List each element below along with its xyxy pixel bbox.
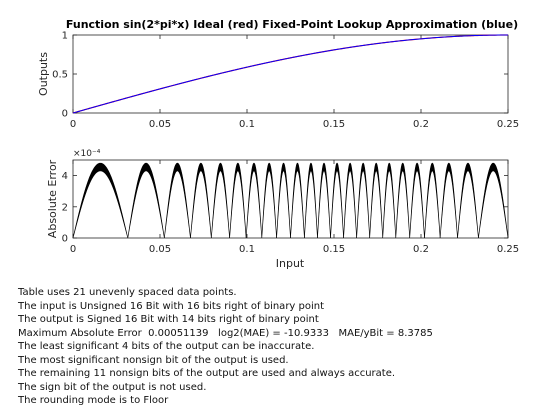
bottom-series-group: [72, 162, 509, 239]
bottom-y-tick-label: 2: [62, 202, 68, 213]
bottom-x-tick-label: 0.1: [239, 244, 255, 255]
top-chart-title: Function sin(2*pi*x) Ideal (red) Fixed-P…: [66, 18, 518, 31]
report-text: Table uses 21 unevenly spaced data point…: [18, 286, 433, 408]
top-series-group: [72, 34, 508, 114]
top-x-tick-label: 0.1: [239, 119, 255, 130]
top-x-tick-label: 0.05: [149, 119, 171, 130]
report-line: The output is Signed 16 Bit with 14 bits…: [18, 314, 319, 325]
report-line: The sign bit of the output is not used.: [18, 381, 207, 393]
report-line: Maximum Absolute Error 0.00051139 log2(M…: [18, 327, 433, 339]
report-line: Table uses 21 unevenly spaced data point…: [18, 287, 237, 298]
top-x-tick-label: 0.25: [497, 119, 519, 130]
report-line: The input is Unsigned 16 Bit with 16 bit…: [18, 300, 325, 312]
bottom-axes: ×10⁻⁴ 0 0.05 0.1 0.15 0.2 0.25 0 2 4 Absolute Er…: [46, 149, 519, 270]
bottom-x-tick-label: 0.05: [149, 244, 171, 255]
bottom-y-tick-label: 0: [62, 234, 68, 245]
top-x-tick-label: 0: [70, 119, 76, 130]
top-y-tick-label: 0: [62, 109, 68, 120]
top-plot-area: [72, 34, 509, 114]
bottom-x-tick-label: 0: [70, 244, 76, 255]
report-line: The remaining 11 nonsign bits of the out…: [18, 368, 396, 379]
figure: Function sin(2*pi*x) Ideal (red) Fixed-P…: [37, 18, 519, 270]
top-x-tick-label: 0.2: [413, 119, 429, 130]
report-line: The rounding mode is to Floor: [18, 395, 169, 406]
bottom-x-axis-label: Input: [276, 257, 305, 270]
approximation-series-line: [72, 34, 508, 114]
top-y-tick-label: 1: [62, 31, 68, 42]
top-y-axis-label: Outputs: [37, 52, 50, 96]
bottom-tick-group: 0 0.05 0.1 0.15 0.2 0.25 0 2 4: [62, 160, 519, 255]
report-line: The least significant 4 bits of the outp…: [18, 341, 315, 352]
bottom-y-axis-label: Absolute Error: [46, 159, 59, 238]
bottom-y-exponent-label: ×10⁻⁴: [73, 149, 101, 159]
bottom-y-tick-label: 4: [62, 171, 68, 182]
top-axes: Function sin(2*pi*x) Ideal (red) Fixed-P…: [37, 18, 519, 130]
error-lobe: [478, 162, 509, 239]
bottom-plot-area: [72, 159, 509, 239]
top-x-tick-label: 0.15: [323, 119, 345, 130]
top-y-tick-label: 0.5: [52, 70, 68, 81]
bottom-x-tick-label: 0.15: [323, 244, 345, 255]
report-line: The most significant nonsign bit of the …: [18, 354, 289, 366]
bottom-x-tick-label: 0.2: [413, 244, 429, 255]
bottom-x-tick-label: 0.25: [497, 244, 519, 255]
